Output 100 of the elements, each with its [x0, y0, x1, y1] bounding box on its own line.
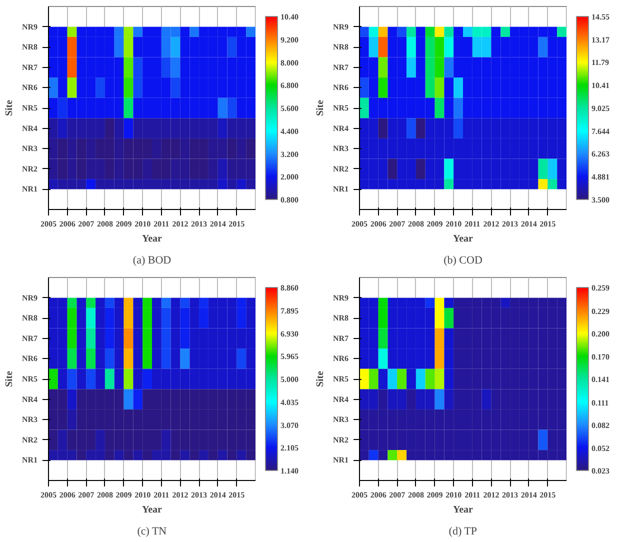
y-axis-title: Site — [4, 99, 15, 116]
x-tick-label: 2008 — [408, 220, 424, 228]
color-bar-label: 0.052 — [592, 444, 610, 454]
x-tick-label: 2015 — [540, 490, 556, 500]
x-tick-label: 2014 — [210, 220, 226, 228]
x-tick-label: 2010 — [446, 220, 462, 228]
y-tick-label: NR6 — [22, 83, 38, 92]
x-tick-label: 2010 — [446, 490, 462, 500]
x-axis-title: Year — [142, 504, 163, 516]
y-tick-label: NR6 — [332, 83, 349, 92]
x-tick-label: 2010 — [134, 220, 151, 228]
y-tick-label: NR4 — [332, 394, 349, 404]
y-tick-label: NR4 — [332, 124, 349, 133]
y-tick-label: NR8 — [332, 42, 349, 52]
x-tick-label: 2006 — [370, 490, 386, 500]
color-bar-label: 7.895 — [280, 306, 298, 316]
x-tick-label: 2005 — [40, 490, 56, 500]
color-bar-label: 9.200 — [280, 35, 298, 44]
color-bar-label: 5.000 — [280, 375, 298, 384]
x-tick-label: 2012 — [172, 220, 188, 228]
color-bar-label: 3.500 — [592, 196, 610, 204]
y-tick-label: NR4 — [22, 124, 38, 133]
y-tick-label: NR5 — [22, 374, 38, 384]
y-tick-label: NR2 — [332, 435, 349, 444]
x-tick-label: 2013 — [502, 220, 518, 228]
y-tick-label: NR5 — [332, 104, 349, 112]
x-tick-label: 2009 — [116, 220, 132, 228]
y-tick-label: NR3 — [332, 144, 349, 154]
color-bar-label: 8.000 — [280, 58, 298, 68]
x-tick-label: 2008 — [408, 490, 424, 500]
color-bar-label: 3.200 — [280, 150, 298, 159]
x-tick-label: 2006 — [59, 220, 76, 228]
color-bar-label: 10.40 — [280, 12, 298, 22]
color-bar-label: 5.965 — [280, 352, 298, 362]
x-tick-label: 2011 — [154, 490, 170, 500]
y-tick-label: NR1 — [332, 456, 349, 465]
y-tick-label: NR8 — [332, 314, 349, 323]
color-bar-label: 3.070 — [280, 420, 298, 430]
x-tick-label: 2011 — [154, 220, 170, 228]
y-tick-label: NR4 — [22, 394, 38, 404]
x-tick-label: 2009 — [426, 490, 443, 500]
color-bar-label: 0.170 — [592, 352, 610, 362]
x-tick-label: 2013 — [191, 490, 208, 500]
x-tick-label: 2012 — [483, 490, 500, 500]
color-bar-label: 2.000 — [280, 172, 298, 182]
x-tick-label: 2006 — [370, 220, 386, 228]
x-tick-label: 2008 — [96, 220, 113, 228]
x-tick-label: 2014 — [210, 490, 226, 500]
color-bar-label: 1.140 — [280, 466, 298, 476]
x-tick-label: 2011 — [464, 490, 480, 500]
y-tick-label: NR2 — [22, 164, 38, 174]
color-bar-label: 0.200 — [592, 329, 610, 338]
color-bar-label: 0.082 — [592, 420, 610, 430]
x-tick-label: 2007 — [78, 490, 94, 500]
y-tick-label: NR1 — [332, 184, 349, 194]
x-tick-label: 2006 — [59, 490, 76, 500]
x-tick-label: 2013 — [502, 490, 518, 500]
y-tick-label: NR7 — [332, 62, 349, 72]
y-tick-label: NR2 — [332, 164, 349, 174]
x-tick-label: 2012 — [483, 220, 500, 228]
x-tick-label: 2005 — [352, 490, 368, 500]
color-bar-label: 0.259 — [592, 284, 610, 292]
x-tick-label: 2009 — [116, 490, 132, 500]
y-tick-label: NR7 — [22, 334, 38, 343]
color-bar-label: 11.79 — [592, 58, 610, 68]
color-bar-label: 9.025 — [592, 104, 610, 113]
x-tick-label: 2007 — [78, 220, 94, 228]
x-tick-label: 2005 — [352, 220, 368, 228]
y-axis-title: Site — [4, 370, 15, 388]
color-bar-label: 0.800 — [280, 196, 298, 204]
color-bar-label: 14.55 — [592, 12, 610, 22]
color-bar-label: 2.105 — [280, 444, 298, 453]
y-tick-label: NR9 — [22, 22, 38, 32]
x-tick-label: 2007 — [389, 220, 406, 228]
y-tick-label: NR9 — [332, 293, 349, 302]
x-tick-label: 2009 — [426, 220, 443, 228]
text: (d) TP — [448, 526, 478, 538]
y-tick-label: NR2 — [22, 435, 38, 444]
color-bar-label: 6.930 — [280, 329, 298, 338]
x-tick-label: 2007 — [389, 490, 406, 500]
x-tick-label: 2010 — [134, 490, 151, 500]
x-tick-label: 2015 — [540, 220, 556, 228]
x-tick-label: 2014 — [520, 490, 537, 500]
y-axis-title: Site — [314, 370, 326, 388]
x-tick-label: 2011 — [464, 220, 480, 228]
y-tick-label: NR7 — [22, 62, 38, 72]
color-bar-label: 6.800 — [280, 81, 298, 90]
y-tick-label: NR5 — [332, 374, 349, 384]
x-axis-title: Year — [453, 234, 474, 244]
y-tick-label: NR3 — [22, 415, 38, 424]
x-tick-label: 2013 — [191, 220, 208, 228]
color-bar-label: 5.600 — [280, 104, 298, 113]
color-bar-label: 0.111 — [592, 398, 609, 408]
x-axis-title: Year — [453, 504, 474, 516]
y-tick-label: NR9 — [22, 293, 38, 302]
color-bar-label: 0.141 — [592, 375, 610, 384]
color-bar-label: 7.644 — [592, 126, 610, 136]
y-tick-label: NR6 — [22, 354, 38, 364]
color-bar-label: 4.035 — [280, 398, 298, 407]
x-tick-label: 2015 — [228, 220, 245, 228]
